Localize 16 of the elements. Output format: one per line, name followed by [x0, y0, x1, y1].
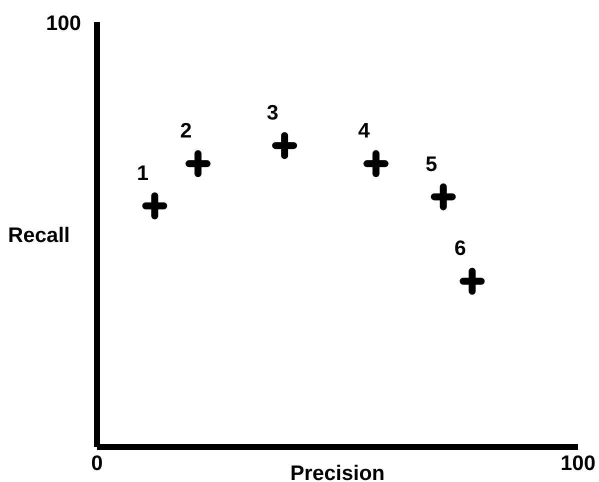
x-axis-title: Precision: [290, 462, 385, 482]
annotation: 1: [136, 162, 149, 185]
annotation: 4: [358, 120, 370, 143]
annotation: 6: [454, 237, 466, 260]
annotation: 3: [266, 102, 278, 125]
text: 100: [46, 12, 82, 36]
point: [430, 183, 456, 210]
annotation: 2: [180, 120, 192, 143]
point: [142, 192, 168, 220]
point: [460, 268, 485, 295]
x-tick-label: 0: [91, 452, 103, 475]
y-axis-title: Recall: [8, 224, 70, 247]
point: [186, 150, 211, 178]
point: [272, 132, 298, 160]
point: [363, 150, 388, 178]
annotation: 5: [425, 152, 438, 176]
